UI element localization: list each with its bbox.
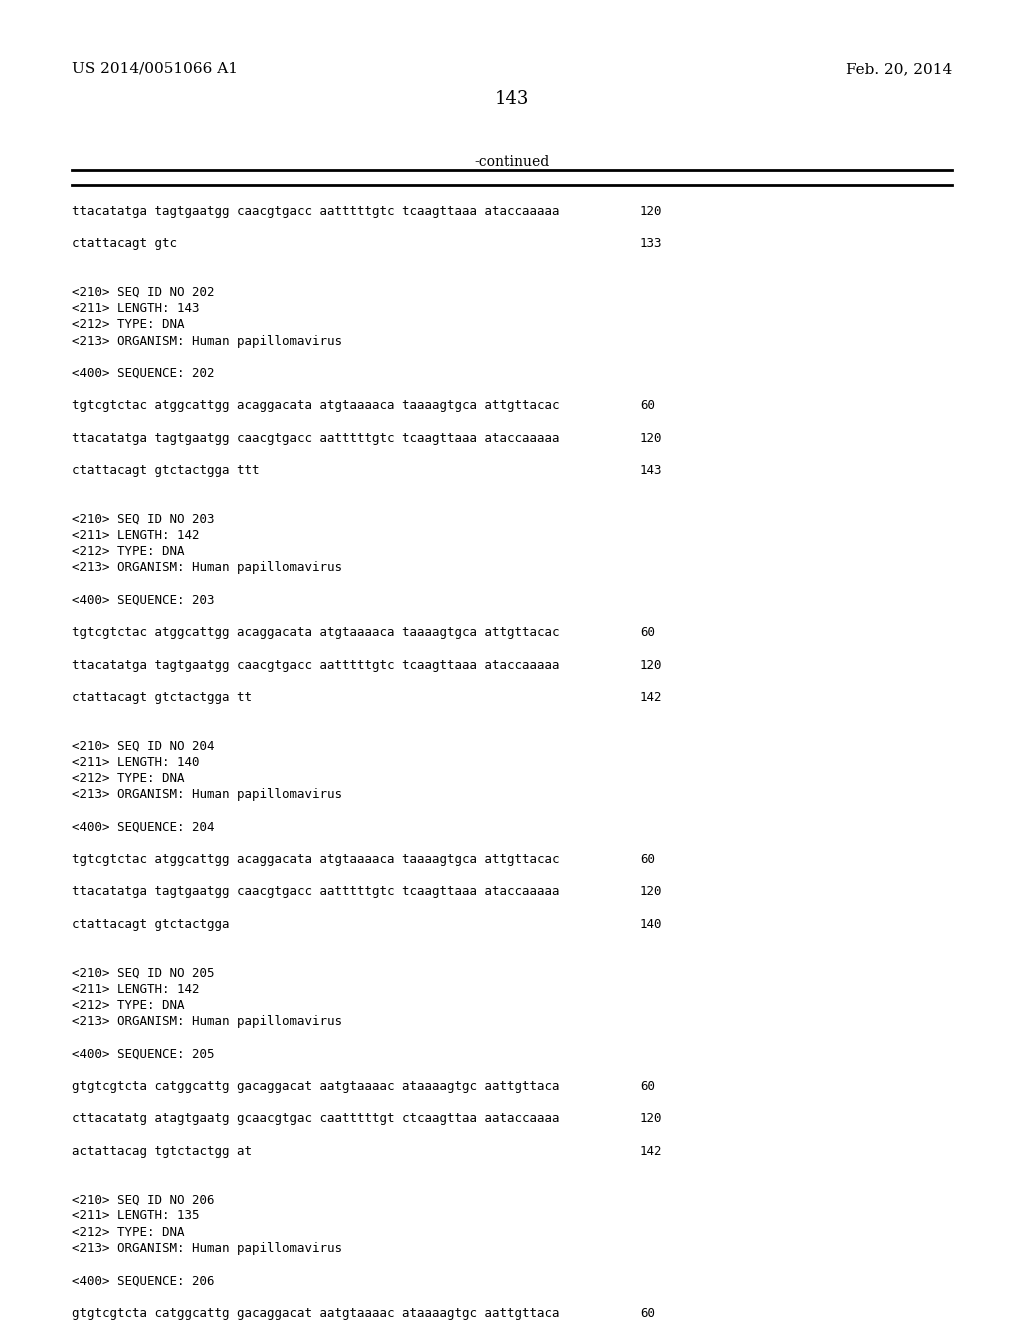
Text: cttacatatg atagtgaatg gcaacgtgac caatttttgt ctcaagttaa aataccaaaa: cttacatatg atagtgaatg gcaacgtgac caatttt… — [72, 1113, 559, 1125]
Text: <210> SEQ ID NO 204: <210> SEQ ID NO 204 — [72, 739, 214, 752]
Text: 120: 120 — [640, 659, 663, 672]
Text: ttacatatga tagtgaatgg caacgtgacc aatttttgtc tcaagttaaa ataccaaaaa: ttacatatga tagtgaatgg caacgtgacc aattttt… — [72, 659, 559, 672]
Text: 60: 60 — [640, 400, 655, 412]
Text: <211> LENGTH: 143: <211> LENGTH: 143 — [72, 302, 200, 315]
Text: <210> SEQ ID NO 206: <210> SEQ ID NO 206 — [72, 1193, 214, 1206]
Text: <211> LENGTH: 142: <211> LENGTH: 142 — [72, 529, 200, 543]
Text: <211> LENGTH: 140: <211> LENGTH: 140 — [72, 756, 200, 768]
Text: <400> SEQUENCE: 204: <400> SEQUENCE: 204 — [72, 821, 214, 834]
Text: ctattacagt gtctactgga tt: ctattacagt gtctactgga tt — [72, 690, 252, 704]
Text: <210> SEQ ID NO 202: <210> SEQ ID NO 202 — [72, 286, 214, 300]
Text: tgtcgtctac atggcattgg acaggacata atgtaaaaca taaaagtgca attgttacac: tgtcgtctac atggcattgg acaggacata atgtaaa… — [72, 853, 559, 866]
Text: <210> SEQ ID NO 203: <210> SEQ ID NO 203 — [72, 512, 214, 525]
Text: 120: 120 — [640, 886, 663, 899]
Text: 120: 120 — [640, 205, 663, 218]
Text: 142: 142 — [640, 690, 663, 704]
Text: 120: 120 — [640, 1113, 663, 1125]
Text: ctattacagt gtc: ctattacagt gtc — [72, 238, 177, 251]
Text: ttacatatga tagtgaatgg caacgtgacc aatttttgtc tcaagttaaa ataccaaaaa: ttacatatga tagtgaatgg caacgtgacc aattttt… — [72, 205, 559, 218]
Text: 140: 140 — [640, 917, 663, 931]
Text: <400> SEQUENCE: 202: <400> SEQUENCE: 202 — [72, 367, 214, 380]
Text: <212> TYPE: DNA: <212> TYPE: DNA — [72, 545, 184, 558]
Text: <211> LENGTH: 135: <211> LENGTH: 135 — [72, 1209, 200, 1222]
Text: 120: 120 — [640, 432, 663, 445]
Text: <211> LENGTH: 142: <211> LENGTH: 142 — [72, 982, 200, 995]
Text: 142: 142 — [640, 1144, 663, 1158]
Text: 60: 60 — [640, 1080, 655, 1093]
Text: <400> SEQUENCE: 203: <400> SEQUENCE: 203 — [72, 594, 214, 607]
Text: 60: 60 — [640, 1307, 655, 1320]
Text: <400> SEQUENCE: 206: <400> SEQUENCE: 206 — [72, 1274, 214, 1287]
Text: <213> ORGANISM: Human papillomavirus: <213> ORGANISM: Human papillomavirus — [72, 788, 342, 801]
Text: <213> ORGANISM: Human papillomavirus: <213> ORGANISM: Human papillomavirus — [72, 561, 342, 574]
Text: tgtcgtctac atggcattgg acaggacata atgtaaaaca taaaagtgca attgttacac: tgtcgtctac atggcattgg acaggacata atgtaaa… — [72, 626, 559, 639]
Text: gtgtcgtcta catggcattg gacaggacat aatgtaaaac ataaaagtgc aattgttaca: gtgtcgtcta catggcattg gacaggacat aatgtaa… — [72, 1080, 559, 1093]
Text: <213> ORGANISM: Human papillomavirus: <213> ORGANISM: Human papillomavirus — [72, 1242, 342, 1255]
Text: <212> TYPE: DNA: <212> TYPE: DNA — [72, 1225, 184, 1238]
Text: <212> TYPE: DNA: <212> TYPE: DNA — [72, 318, 184, 331]
Text: <210> SEQ ID NO 205: <210> SEQ ID NO 205 — [72, 966, 214, 979]
Text: 143: 143 — [495, 90, 529, 108]
Text: tgtcgtctac atggcattgg acaggacata atgtaaaaca taaaagtgca attgttacac: tgtcgtctac atggcattgg acaggacata atgtaaa… — [72, 400, 559, 412]
Text: US 2014/0051066 A1: US 2014/0051066 A1 — [72, 62, 238, 77]
Text: <213> ORGANISM: Human papillomavirus: <213> ORGANISM: Human papillomavirus — [72, 1015, 342, 1028]
Text: 60: 60 — [640, 626, 655, 639]
Text: ctattacagt gtctactgga: ctattacagt gtctactgga — [72, 917, 229, 931]
Text: ttacatatga tagtgaatgg caacgtgacc aatttttgtc tcaagttaaa ataccaaaaa: ttacatatga tagtgaatgg caacgtgacc aattttt… — [72, 886, 559, 899]
Text: <212> TYPE: DNA: <212> TYPE: DNA — [72, 772, 184, 785]
Text: <400> SEQUENCE: 205: <400> SEQUENCE: 205 — [72, 1047, 214, 1060]
Text: 60: 60 — [640, 853, 655, 866]
Text: -continued: -continued — [474, 154, 550, 169]
Text: actattacag tgtctactgg at: actattacag tgtctactgg at — [72, 1144, 252, 1158]
Text: <212> TYPE: DNA: <212> TYPE: DNA — [72, 999, 184, 1012]
Text: 143: 143 — [640, 465, 663, 478]
Text: gtgtcgtcta catggcattg gacaggacat aatgtaaaac ataaaagtgc aattgttaca: gtgtcgtcta catggcattg gacaggacat aatgtaa… — [72, 1307, 559, 1320]
Text: Feb. 20, 2014: Feb. 20, 2014 — [846, 62, 952, 77]
Text: ctattacagt gtctactgga ttt: ctattacagt gtctactgga ttt — [72, 465, 259, 478]
Text: ttacatatga tagtgaatgg caacgtgacc aatttttgtc tcaagttaaa ataccaaaaa: ttacatatga tagtgaatgg caacgtgacc aattttt… — [72, 432, 559, 445]
Text: <213> ORGANISM: Human papillomavirus: <213> ORGANISM: Human papillomavirus — [72, 334, 342, 347]
Text: 133: 133 — [640, 238, 663, 251]
